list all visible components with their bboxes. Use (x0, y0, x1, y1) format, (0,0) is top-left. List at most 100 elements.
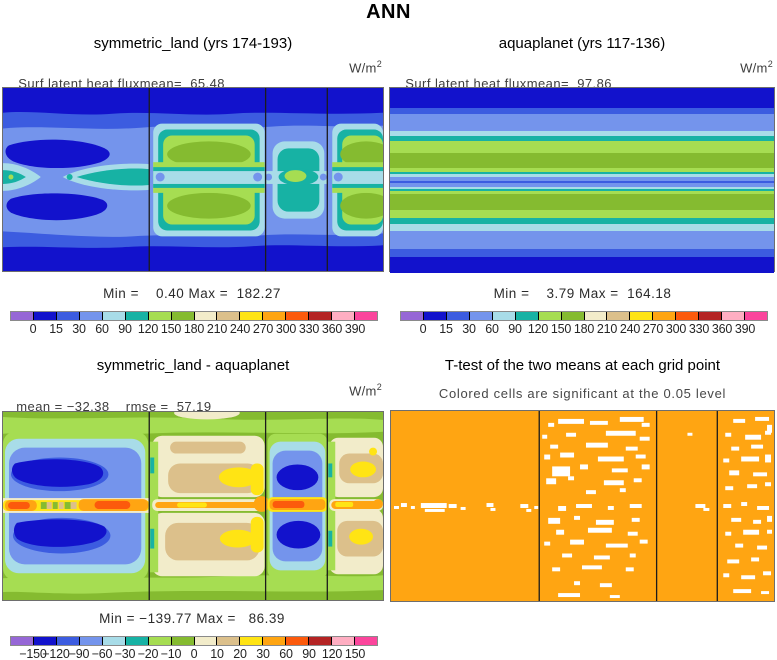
colorbar-tick-label: 240 (619, 322, 641, 336)
colorbar-tick-label: 330 (298, 322, 320, 336)
colorbar-tick-label: −90 (68, 647, 90, 660)
nonsignificant-cell (695, 504, 706, 508)
latitude-band (390, 224, 774, 231)
nonsignificant-cell (723, 504, 732, 508)
nonsignificant-cell (526, 508, 532, 512)
colorbar-tick-label: 150 (344, 647, 366, 660)
nonsignificant-cell (631, 517, 640, 522)
stats-text: mean = −32.38 rmse = 57.19 (16, 399, 212, 414)
nonsignificant-cell (460, 506, 466, 510)
units-label: W/m2 (740, 59, 773, 76)
colorbar-segment (744, 312, 767, 320)
latitude-band (390, 257, 774, 273)
colorbar-tick-label: 60 (95, 322, 109, 336)
nonsignificant-cell (420, 503, 447, 508)
colorbar-segment (216, 312, 240, 320)
colorbar-segment (721, 312, 745, 320)
nonsignificant-cell (605, 543, 628, 548)
colorbar-tick-label: 210 (596, 322, 618, 336)
nonsignificant-cell (627, 531, 638, 536)
flux-colorbar-left: 0 15 30 60 90 120 150 180 210 240 270 300 330 360 390 (10, 311, 378, 337)
nonsignificant-cell (448, 504, 457, 508)
nonsignificant-cell (560, 452, 575, 458)
panel-title-ttest: T-test of the two means at each grid poi… (444, 357, 721, 374)
nonsignificant-cell (548, 422, 555, 427)
colorbar-tick-label: 210 (206, 322, 228, 336)
nonsignificant-cell (619, 488, 626, 493)
nonsignificant-cell (424, 508, 445, 512)
nonsignificant-cell (552, 567, 561, 572)
nonsignificant-cell (607, 506, 614, 510)
colorbar-tick-label: 60 (279, 647, 293, 660)
colorbar-segment (55, 312, 79, 320)
nonsignificant-cell (731, 517, 742, 522)
nonsignificant-cell (727, 559, 740, 564)
nonsignificant-cell (580, 464, 588, 470)
symmetric-land-contours (3, 88, 383, 271)
colorbar-tick-label: −20 (137, 647, 159, 660)
nonsignificant-cell (558, 506, 567, 511)
minmax-aquaplanet: Min = 3.79 Max = 164.18 (493, 286, 672, 301)
colorbar-segment (583, 312, 607, 320)
nonsignificant-cell (755, 416, 770, 421)
colorbar-segment (468, 312, 492, 320)
land-boundary-lines (148, 412, 328, 600)
flux-colorbar-right: 0 15 30 60 90 120 150 180 210 240 270 300 330 360 390 (400, 311, 768, 337)
colorbar-segment (11, 637, 33, 645)
nonsignificant-cell (687, 432, 693, 436)
colorbar-segment (239, 312, 263, 320)
nonsignificant-cell (741, 575, 756, 580)
nonsignificant-cell (753, 472, 768, 477)
aquaplanet-zonal-bands (390, 88, 774, 273)
colorbar-segment (239, 637, 263, 645)
nonsignificant-cell (585, 490, 596, 495)
colorbar-segment (32, 637, 56, 645)
ocean-sector-1-negative-anomaly (3, 431, 150, 581)
nonsignificant-cell (767, 424, 773, 433)
colorbar-segment (308, 312, 332, 320)
nonsignificant-cell (767, 515, 773, 522)
nonsignificant-cell (576, 504, 592, 508)
nonsignificant-cell (625, 446, 638, 451)
nonsignificant-cell (587, 527, 612, 533)
nonsignificant-cell (635, 454, 646, 459)
nonsignificant-cell (625, 567, 634, 572)
colorbar-tick-label: 360 (711, 322, 733, 336)
nonsignificant-cell (534, 506, 539, 509)
colorbar-tick-label: 90 (508, 322, 522, 336)
nonsignificant-cell (589, 420, 608, 425)
colorbar-tick-label: 240 (229, 322, 251, 336)
colorbar-segment (308, 637, 332, 645)
nonsignificant-cell (603, 480, 624, 486)
nonsignificant-cell (558, 418, 584, 424)
colorbar-tick-label: 20 (233, 647, 247, 660)
nonsignificant-cell (747, 484, 758, 489)
latitude-band (390, 177, 774, 181)
nonsignificant-cell (568, 476, 575, 481)
colorbar-tick-label: 390 (344, 322, 366, 336)
colorbar-segment (11, 312, 33, 320)
latitude-band (390, 191, 774, 194)
nonsignificant-cell (735, 543, 744, 548)
nonsignificant-cell (486, 503, 494, 507)
stats-line-difference: mean = −32.38 rmse = 57.19 W/m2 (0, 382, 384, 444)
nonsignificant-cell (574, 581, 581, 586)
nonsignificant-cell (570, 539, 584, 545)
land-sector-2-positive-anomaly (327, 437, 383, 575)
nonsignificant-cell (548, 517, 561, 524)
ttest-map (390, 410, 775, 602)
minmax-symmetric-land: Min = 0.40 Max = 182.27 (103, 286, 281, 301)
units-label: W/m2 (349, 59, 382, 76)
nonsignificant-cell (629, 504, 642, 508)
colorbar-segment (262, 637, 286, 645)
colorbar-segment (216, 637, 240, 645)
colorbar-bar (10, 311, 378, 321)
latitude-band (390, 136, 774, 141)
nonsignificant-cell (400, 503, 407, 507)
panel-title-difference: symmetric_land - aquaplanet (96, 357, 290, 374)
nonsignificant-cell (562, 553, 573, 558)
land-sector-2-features (332, 123, 383, 237)
colorbar-tick-label: 0 (190, 647, 198, 660)
colorbar-segment (170, 312, 194, 320)
nonsignificant-cell (703, 507, 710, 511)
